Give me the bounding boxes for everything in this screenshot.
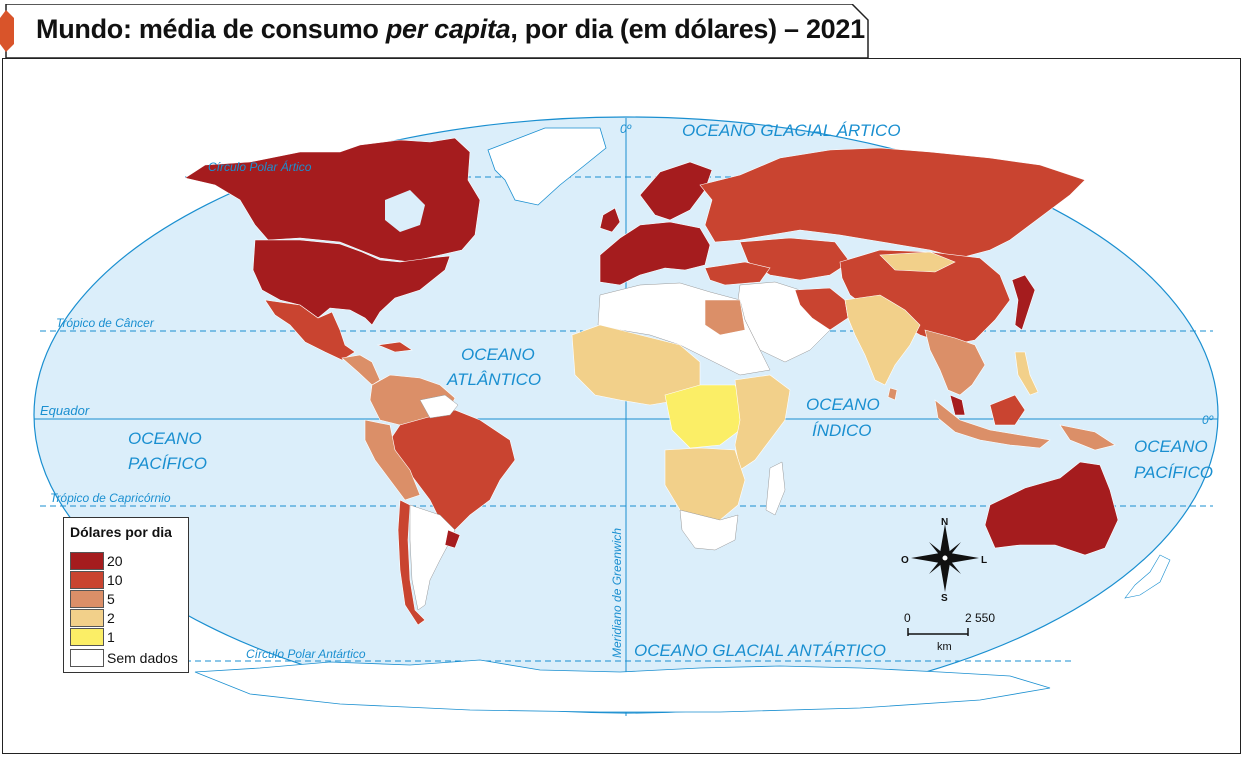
argentina	[409, 504, 456, 611]
label-antarctic-circle: Círculo Polar Antártico	[246, 647, 366, 661]
label-pacific-west-1: OCEANO	[128, 429, 202, 448]
uk-ireland	[599, 207, 621, 233]
map-frame	[2, 58, 1241, 754]
indonesia	[934, 399, 1051, 449]
russia	[699, 147, 1086, 259]
title-accent-icon	[0, 10, 14, 52]
scale-unit: km	[937, 641, 952, 653]
label-atlantic-1: OCEANO	[461, 345, 535, 364]
label-pacific-east-1: OCEANO	[1134, 437, 1208, 456]
europe-west	[599, 221, 711, 286]
label-tropic-cancer: Trópico de Câncer	[56, 316, 155, 330]
caribbean	[376, 341, 413, 353]
philippines	[1014, 351, 1039, 396]
scale-end: 2 550	[965, 611, 995, 625]
legend-item: 5	[70, 589, 115, 608]
mexico	[264, 299, 356, 361]
legend-item: 20	[70, 551, 123, 570]
india	[844, 294, 921, 386]
new-guinea	[1059, 424, 1116, 451]
label-pacific-east-2: PACÍFICO	[1134, 463, 1213, 482]
label-pacific-west-2: PACÍFICO	[128, 454, 207, 473]
label-indian-2: ÍNDICO	[812, 421, 872, 440]
scale-bar	[907, 628, 969, 636]
label-arctic-ocean: OCEANO GLACIAL ÁRTICO	[682, 121, 901, 140]
compass-rose-icon	[911, 524, 979, 592]
legend-item: 1	[70, 627, 115, 646]
chile	[397, 499, 426, 626]
label-antarctic-ocean: OCEANO GLACIAL ANTÁRTICO	[634, 641, 886, 660]
label-greenwich: Meridiano de Greenwich	[610, 528, 624, 658]
south-africa	[679, 509, 739, 551]
compass-e: L	[981, 555, 987, 566]
label-atlantic-2: ATLÂNTICO	[446, 370, 541, 389]
turkey	[704, 261, 771, 286]
japan-korea	[1011, 274, 1036, 331]
legend-swatch	[70, 570, 104, 589]
label-indian-1: OCEANO	[806, 395, 880, 414]
mongolia	[879, 251, 956, 273]
map-title: Mundo: média de consumo per capita, por …	[36, 14, 865, 44]
uruguay	[444, 529, 461, 549]
usa	[252, 239, 451, 326]
australia	[984, 461, 1119, 556]
egypt	[704, 299, 746, 336]
greenland	[487, 127, 607, 206]
label-zero-right: 0º	[1202, 413, 1214, 427]
guianas	[419, 394, 459, 419]
legend-item: Sem dados	[70, 648, 178, 667]
label-zero-top: 0º	[620, 122, 632, 136]
scale-start: 0	[904, 611, 911, 625]
southeast-asia	[924, 329, 986, 396]
compass-n: N	[941, 517, 948, 528]
legend-swatch	[70, 551, 104, 570]
antarctica	[194, 659, 1051, 713]
legend-label: 20	[107, 552, 123, 569]
legend-label: Sem dados	[107, 649, 178, 666]
legend-label: 10	[107, 571, 123, 588]
sri-lanka	[887, 387, 898, 401]
legend-swatch	[70, 627, 104, 646]
legend-label: 5	[107, 590, 115, 607]
label-tropic-capricorn: Trópico de Capricórnio	[50, 491, 171, 505]
new-zealand	[1124, 554, 1171, 599]
legend-label: 1	[107, 628, 115, 645]
title-tab	[0, 4, 869, 58]
legend-label: 2	[107, 609, 115, 626]
borneo	[989, 394, 1026, 426]
legend: Dólares por dia 20 10 5 2 1 Sem dados	[63, 517, 189, 673]
hudson-bay	[385, 190, 425, 232]
east-africa	[734, 374, 791, 471]
peru-bolivia	[364, 419, 421, 501]
legend-title: Dólares por dia	[70, 524, 172, 540]
central-america	[341, 354, 381, 386]
compass-w: O	[901, 555, 909, 566]
label-arctic-circle: Círculo Polar Ártico	[208, 159, 312, 174]
legend-item: 2	[70, 608, 115, 627]
legend-swatch	[70, 648, 104, 667]
madagascar	[765, 461, 786, 516]
label-equator: Equador	[40, 403, 90, 418]
legend-swatch	[70, 589, 104, 608]
compass-s: S	[941, 593, 948, 604]
legend-swatch	[70, 608, 104, 627]
malaysia	[949, 394, 966, 416]
southern-africa	[664, 447, 746, 526]
legend-item: 10	[70, 570, 123, 589]
iran	[794, 287, 849, 331]
